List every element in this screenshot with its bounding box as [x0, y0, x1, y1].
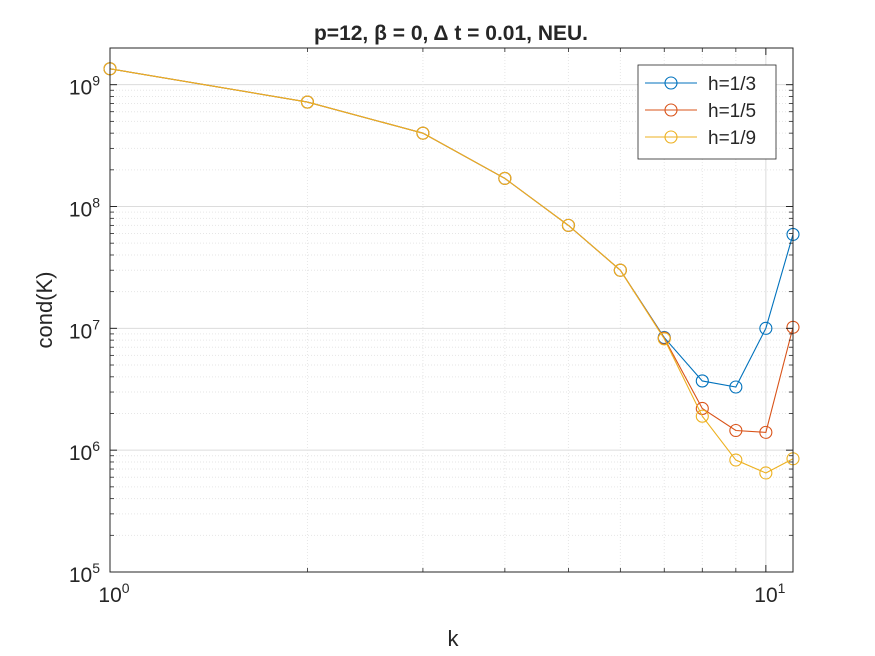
data-point: [416, 126, 430, 140]
legend-label: h=1/9: [708, 128, 756, 149]
data-point: [729, 380, 743, 394]
data-point: [729, 453, 743, 467]
legend-label: h=1/3: [708, 74, 756, 95]
series-3: [103, 62, 800, 480]
data-point: [613, 263, 627, 277]
data-point: [759, 425, 773, 439]
legend-entry: h=1/5: [645, 101, 756, 122]
data-point: [695, 401, 709, 416]
x-axis-label: k: [448, 626, 460, 651]
data-point: [498, 171, 512, 185]
chart-title: p=12, β = 0, Δ t = 0.01, NEU.: [314, 22, 588, 45]
data-point: [561, 218, 575, 232]
data-point: [759, 321, 773, 335]
data-point: [657, 332, 671, 346]
legend-entry: h=1/3: [645, 74, 756, 95]
axis-ticks: 105 106 107 108 109 100 101: [69, 47, 794, 607]
legend-marker: [664, 130, 678, 144]
data-point: [695, 374, 709, 388]
y-tick-label: 108: [69, 195, 100, 222]
legend-box: [637, 64, 777, 160]
y-tick-label: 105: [69, 560, 100, 587]
data-point: [300, 95, 314, 109]
x-tick-label: 101: [754, 580, 785, 607]
data-point: [759, 466, 773, 480]
data-point: [729, 423, 743, 438]
y-tick-label: 109: [69, 73, 100, 100]
data-series: [103, 62, 800, 480]
data-point: [695, 409, 709, 423]
legend: h=1/3 h=1/5 h=1/9: [637, 64, 777, 160]
legend-marker: [664, 76, 678, 90]
y-tick-label: 107: [69, 316, 100, 343]
legend-label: h=1/5: [708, 101, 756, 122]
y-tick-label: 106: [69, 438, 100, 465]
plot-frame: [109, 47, 794, 573]
y-axis-label: cond(K): [32, 271, 57, 348]
legend-marker: [664, 103, 678, 117]
x-tick-label: 100: [98, 580, 129, 607]
series-line: [109, 68, 794, 474]
legend-entry: h=1/9: [645, 128, 756, 149]
